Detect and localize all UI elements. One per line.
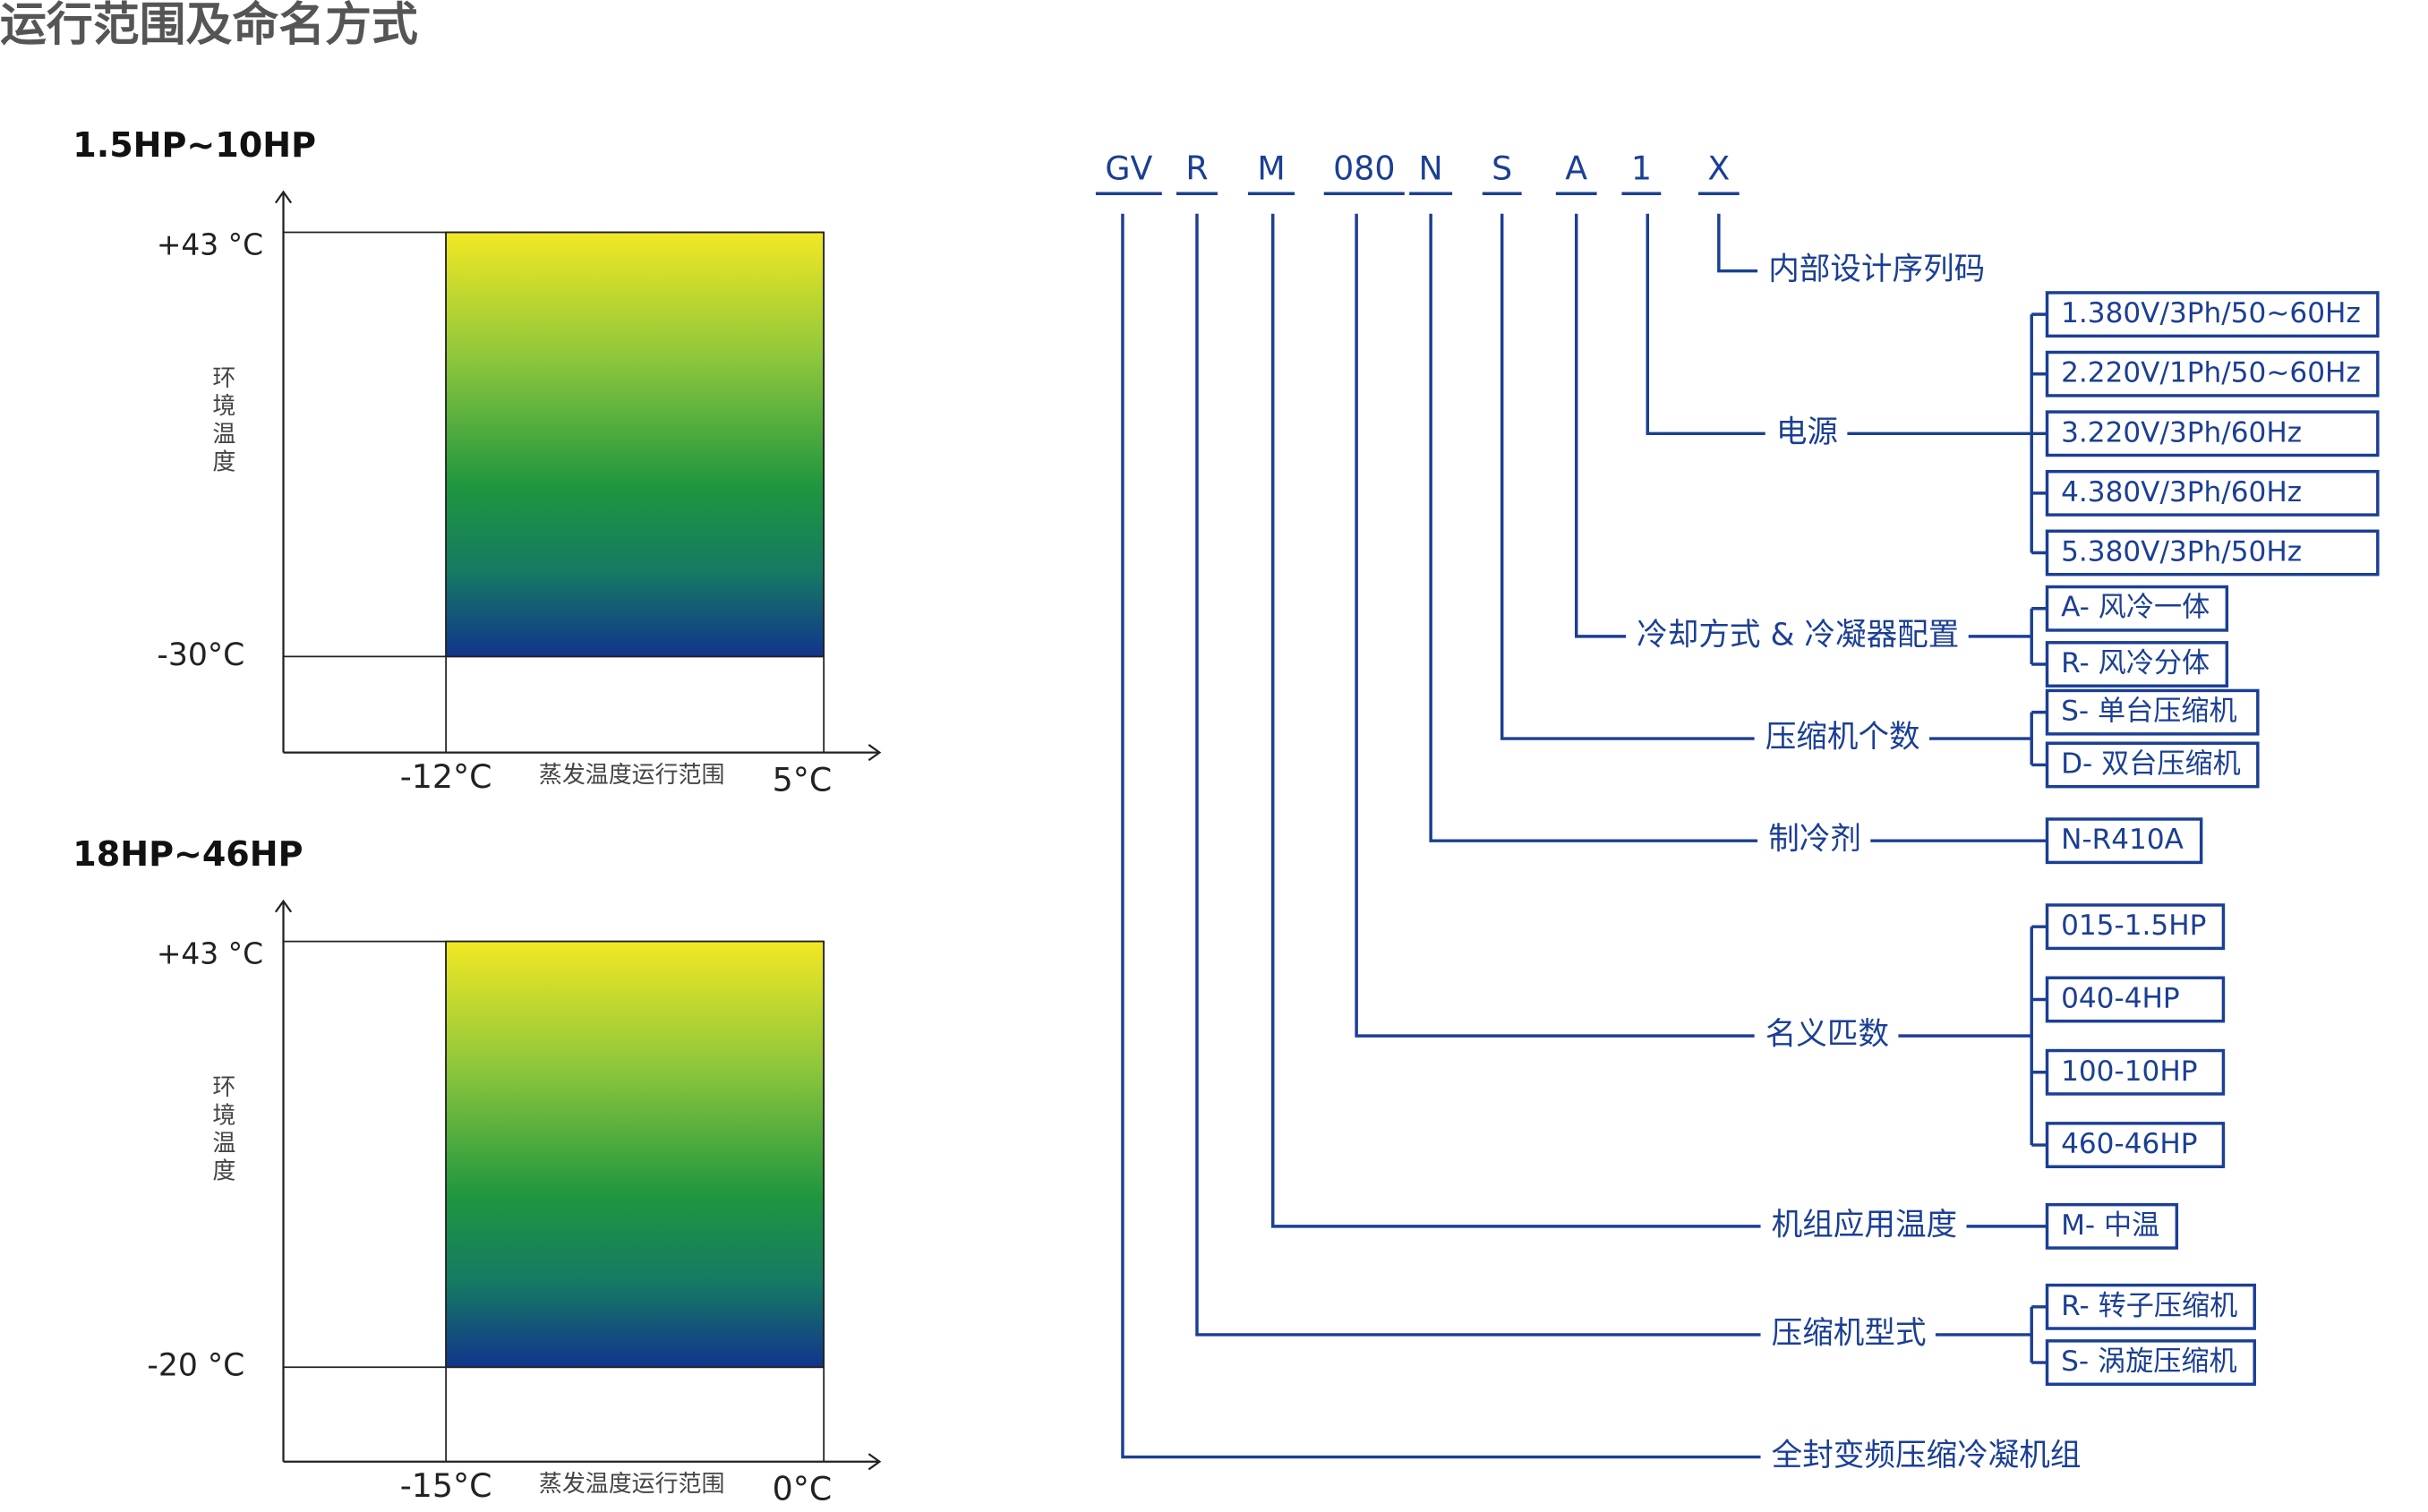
field-label: 压缩机型式 — [1772, 1315, 1927, 1351]
field-label: 全封变频压缩冷凝机组 — [1772, 1438, 2082, 1474]
option-label: 2.220V/1Ph/50~60Hz — [2061, 357, 2361, 389]
field-label: 电源 — [1776, 414, 1838, 450]
connector — [1717, 213, 1758, 273]
y-bottom-label: -30°C — [157, 637, 244, 673]
x-axis-label: 蒸发温度运行范围 — [539, 1471, 725, 1498]
operating-area — [445, 231, 825, 658]
code-part: N — [1419, 149, 1443, 187]
option-label: S- 涡旋压缩机 — [2061, 1345, 2237, 1378]
connector — [1195, 213, 1761, 1337]
page-title: 运行范围及命名方式 — [0, 0, 418, 52]
option-label: M- 中温 — [2061, 1209, 2159, 1242]
x-left-label: -12°C — [400, 757, 492, 796]
x-axis-arrow — [868, 1453, 882, 1471]
option-label: D- 双台压缩机 — [2061, 747, 2241, 780]
x-axis-arrow — [868, 744, 882, 762]
y-top-label: +43 °C — [157, 936, 263, 971]
connector — [1121, 213, 1761, 1459]
field-label: 内部设计序列码 — [1768, 252, 1985, 287]
option-label: 460-46HP — [2061, 1128, 2197, 1160]
option-label: 1.380V/3Ph/50~60Hz — [2061, 297, 2361, 329]
code-part: R — [1185, 149, 1208, 187]
field-label: 制冷剂 — [1768, 822, 1861, 858]
chart-title: 18HP~46HP — [73, 834, 303, 874]
option-label: S- 单台压缩机 — [2061, 696, 2237, 728]
x-right-label: 0°C — [773, 1470, 833, 1508]
connector — [1574, 213, 1627, 638]
code-part: M — [1257, 149, 1285, 187]
field-label: 冷却方式 & 冷凝器配置 — [1637, 617, 1959, 653]
operating-area — [445, 940, 825, 1369]
option-label: A- 风冷一体 — [2061, 592, 2210, 624]
y-top-label: +43 °C — [157, 227, 263, 262]
option-label: N-R410A — [2061, 824, 2184, 856]
y-axis-label: 环境温度 — [209, 1074, 235, 1186]
connector — [1355, 213, 1755, 1038]
option-label: R- 转子压缩机 — [2061, 1290, 2237, 1322]
connector — [1646, 213, 1765, 436]
code-part: GV — [1105, 149, 1152, 187]
code-part: 080 — [1333, 149, 1395, 187]
connector — [1500, 213, 1755, 740]
x-right-label: 5°C — [773, 760, 833, 799]
y-axis-arrow — [274, 899, 293, 913]
code-part: X — [1707, 149, 1730, 187]
field-label: 压缩机个数 — [1765, 720, 1920, 756]
code-part: S — [1492, 149, 1512, 187]
code-part: A — [1565, 149, 1587, 187]
option-label: 4.380V/3Ph/60Hz — [2061, 476, 2302, 508]
y-axis-arrow — [274, 190, 293, 204]
connector — [1270, 213, 1761, 1228]
code-part: 1 — [1631, 149, 1652, 187]
option-label: R- 风冷分体 — [2061, 647, 2210, 679]
chart-title: 1.5HP~10HP — [73, 125, 316, 165]
field-label: 机组应用温度 — [1772, 1207, 1957, 1243]
connector — [1429, 213, 1758, 842]
option-label: 100-10HP — [2061, 1055, 2197, 1088]
x-axis-label: 蒸发温度运行范围 — [539, 762, 725, 789]
option-label: 040-4HP — [2061, 982, 2180, 1014]
y-axis-label: 环境温度 — [209, 365, 235, 477]
field-label: 名义匹数 — [1765, 1017, 1889, 1053]
option-label: 015-1.5HP — [2061, 910, 2206, 942]
y-bottom-label: -20 °C — [147, 1348, 244, 1384]
option-label: 3.220V/3Ph/60Hz — [2061, 416, 2302, 448]
option-label: 5.380V/3Ph/50Hz — [2061, 535, 2302, 568]
x-left-label: -15°C — [400, 1466, 492, 1505]
